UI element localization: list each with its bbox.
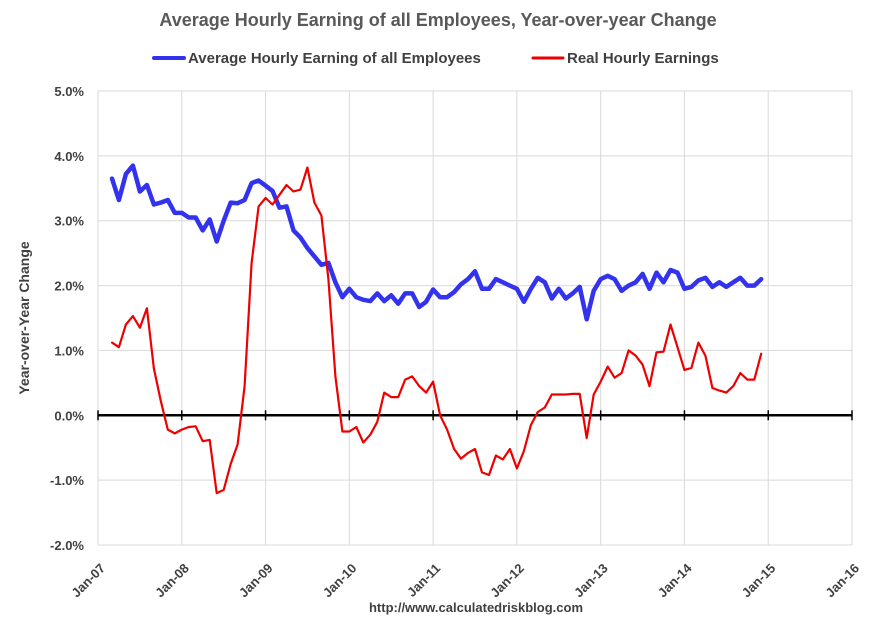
y-tick-label: 3.0%: [54, 214, 84, 229]
y-tick-label: 1.0%: [54, 343, 84, 358]
y-tick-label: -1.0%: [50, 473, 84, 488]
x-tick-label: Jan-12: [487, 561, 527, 601]
y-axis-label: Year-over-Year Change: [16, 241, 32, 395]
legend-label-real-hourly-earnings: Real Hourly Earnings: [567, 50, 719, 67]
x-tick-label: Jan-13: [571, 561, 611, 601]
legend-label-avg-hourly-earnings: Average Hourly Earning of all Employees: [188, 50, 481, 67]
x-tick-label: Jan-10: [320, 561, 360, 601]
real-hourly-earnings-line: [110, 166, 763, 495]
y-tick-label: -2.0%: [50, 538, 84, 553]
y-tick-label: 2.0%: [54, 279, 84, 294]
y-tick-label: 5.0%: [54, 84, 84, 99]
chart-title: Average Hourly Earning of all Employees,…: [159, 10, 716, 30]
x-tick-label: Jan-15: [739, 561, 779, 601]
avg-hourly-earnings-line: [109, 163, 764, 322]
source-url: http://www.calculatedriskblog.com: [369, 600, 583, 615]
x-tick-label: Jan-14: [655, 560, 695, 600]
x-tick-label: Jan-16: [822, 561, 862, 601]
series-lines: [109, 163, 764, 495]
x-tick-label: Jan-11: [404, 561, 443, 600]
x-tick-label: Jan-09: [236, 561, 276, 601]
y-tick-label: 0.0%: [54, 408, 84, 423]
gridlines: [97, 90, 853, 546]
x-tick-label: Jan-08: [152, 561, 192, 601]
x-axis-ticks: Jan-07 Jan-08 Jan-09 Jan-10 Jan-11 Jan-12 Jan-…: [68, 560, 862, 600]
y-axis-ticks: 5.0% 4.0% 3.0% 2.0% 1.0% 0.0% -1.0% -2.0%: [50, 84, 84, 553]
y-tick-label: 4.0%: [54, 149, 84, 164]
x-tick-label: Jan-07: [68, 561, 108, 601]
legend: Average Hourly Earning of all Employees …: [152, 50, 719, 67]
